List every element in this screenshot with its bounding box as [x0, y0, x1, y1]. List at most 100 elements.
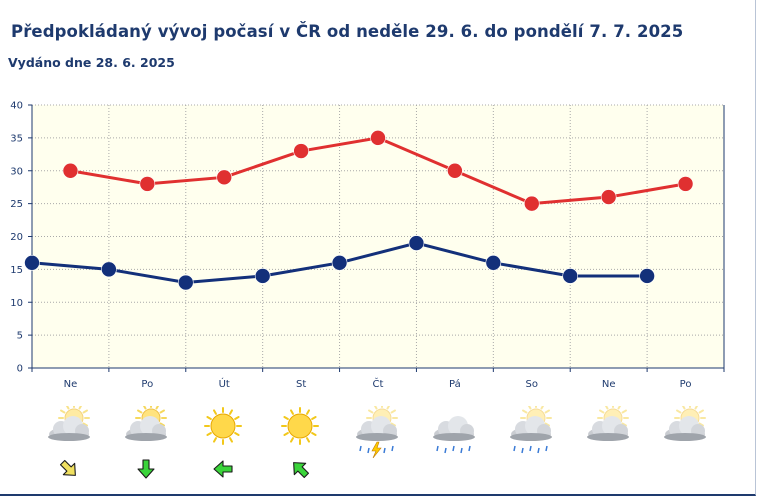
- sun-ray: [229, 409, 234, 415]
- sun-ray: [234, 432, 240, 436]
- y-tick-label: 30: [10, 166, 23, 177]
- issued-date: Vydáno dne 28. 6. 2025: [8, 55, 175, 70]
- sun-ray: [213, 437, 218, 443]
- sun-ray: [604, 406, 609, 410]
- sun-ray: [82, 409, 89, 414]
- cloud-shape: [509, 416, 552, 441]
- sun-ray: [390, 422, 396, 427]
- arrow-glyph: [213, 460, 233, 478]
- sun-disc: [210, 413, 236, 439]
- rain-drop: [383, 447, 386, 454]
- sun-shape: [204, 407, 243, 445]
- sun-ray: [283, 432, 289, 436]
- sun-behind-cloud-icon: [663, 406, 706, 441]
- data-point-max: [139, 176, 156, 192]
- cloud-shape: [663, 416, 706, 441]
- sun-ray: [82, 422, 89, 427]
- data-point-min: [408, 235, 425, 251]
- cloud-shape: [432, 416, 475, 441]
- sun-ray: [311, 416, 317, 420]
- sun-disc: [287, 413, 313, 439]
- sun-shape: [281, 407, 320, 445]
- data-point-min: [101, 261, 117, 278]
- data-point-max: [216, 169, 233, 186]
- sun-ray: [159, 409, 166, 414]
- sun-ray: [368, 409, 374, 414]
- y-tick-label: 10: [10, 298, 23, 309]
- cloud-shape: [586, 416, 629, 441]
- sun-ray: [698, 422, 704, 427]
- sun-ray: [544, 422, 550, 427]
- rain-drop: [537, 447, 540, 454]
- arrow-shape: [137, 459, 155, 479]
- arrow-shape: [60, 459, 77, 476]
- sun-ray: [143, 406, 147, 410]
- sun-ray: [621, 422, 627, 427]
- x-tick-label: Po: [680, 379, 692, 390]
- x-tick-label: Ne: [64, 379, 78, 390]
- page-title: Předpokládaný vývoj počasí v ČR od neděl…: [11, 22, 684, 41]
- data-point-min: [639, 268, 655, 284]
- cloud-shape: [125, 416, 168, 441]
- data-point-min: [485, 255, 502, 271]
- x-tick-label: So: [526, 379, 538, 390]
- data-point-max: [523, 195, 540, 212]
- wind-arrow-southeast-icon: [60, 459, 77, 476]
- sun-ray: [446, 411, 449, 413]
- precipitation: [436, 445, 471, 454]
- sun-ray: [464, 406, 466, 408]
- rain-drop: [529, 445, 532, 452]
- rain-drop: [452, 445, 455, 452]
- sun-ray: [306, 437, 311, 443]
- cloud-shadow: [125, 433, 168, 441]
- lightning-bolt: [371, 441, 382, 458]
- data-point-min: [331, 255, 348, 271]
- sun-ray: [206, 432, 213, 436]
- sun-ray: [137, 409, 143, 414]
- arrow-shape: [293, 462, 310, 479]
- data-point-max: [677, 176, 694, 192]
- cloud-shape: [48, 416, 91, 441]
- cloud-shadow: [509, 433, 552, 441]
- data-point-max: [370, 130, 386, 146]
- sun-ray: [306, 409, 311, 415]
- sun-icon: [204, 407, 243, 445]
- precipitation: [359, 441, 394, 458]
- sun-ray: [78, 406, 83, 410]
- sun-ray: [159, 422, 166, 427]
- sun-behind-cloud-icon: [125, 406, 168, 441]
- y-tick-label: 15: [10, 265, 23, 276]
- wind-arrow-south-icon: [137, 459, 155, 479]
- rain-drop: [359, 445, 362, 452]
- sun-ray: [544, 409, 550, 414]
- y-axis-ticks: 0 5 10 15 20 25 30 35 40: [10, 101, 32, 375]
- sun-ray: [540, 406, 544, 410]
- sun-ray: [290, 437, 295, 443]
- cloud-shadow: [663, 433, 706, 441]
- data-point-max: [447, 162, 463, 179]
- arrow-glyph: [137, 459, 155, 479]
- series-min: [24, 235, 655, 291]
- data-point-max: [62, 162, 79, 179]
- chart-grid: [32, 104, 724, 368]
- sun-behind-cloud-icon: [586, 406, 629, 441]
- x-tick-label: Po: [141, 379, 153, 390]
- forecast-icons-row: [0, 404, 757, 494]
- sun-ray: [229, 437, 234, 443]
- sun-ray: [206, 416, 213, 420]
- sun-ray: [60, 409, 66, 414]
- sun-ray: [598, 409, 605, 414]
- x-tick-label: Čt: [373, 377, 384, 390]
- sun-ray: [386, 406, 391, 410]
- sun-ray: [521, 409, 528, 414]
- y-tick-label: 35: [10, 133, 23, 144]
- sun-ray: [675, 409, 682, 414]
- rain-drop: [367, 447, 370, 454]
- temperature-chart: 0 5 10 15 20 25 30 35 40 Ne Po Út St Čt Pá So Ne Po: [10, 101, 725, 390]
- rain-drop: [460, 447, 463, 454]
- cloud-shadow: [432, 433, 475, 441]
- x-tick-label: St: [296, 379, 306, 390]
- sun-ray: [621, 409, 627, 414]
- sun-ray: [681, 406, 686, 410]
